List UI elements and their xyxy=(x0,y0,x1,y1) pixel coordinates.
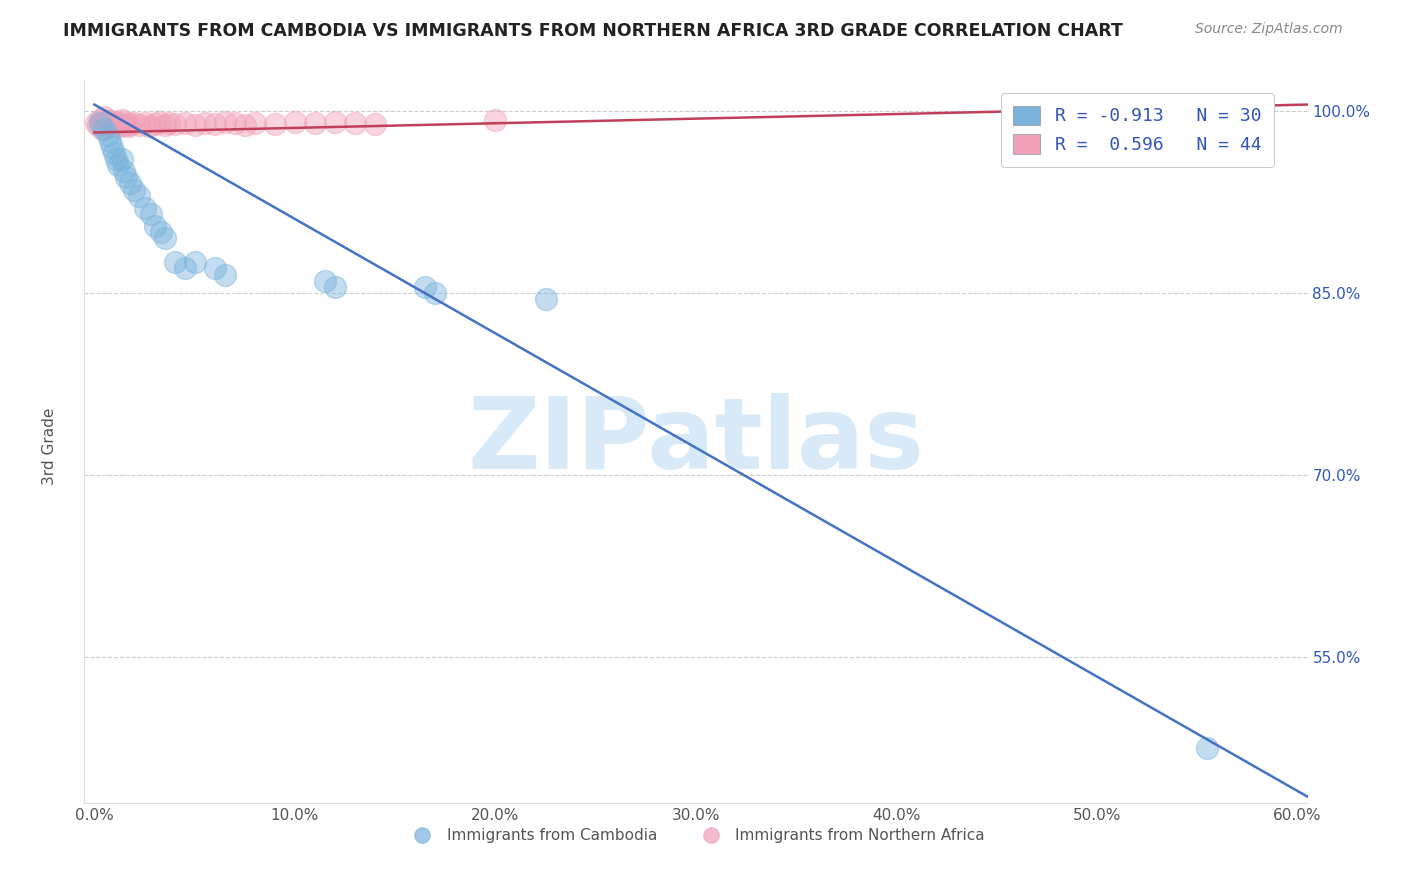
Point xyxy=(323,114,346,128)
Point xyxy=(103,118,125,132)
Point xyxy=(233,118,256,132)
Point xyxy=(304,116,326,130)
Point xyxy=(114,164,136,178)
Point xyxy=(115,116,138,130)
Point xyxy=(173,116,195,130)
Point xyxy=(134,201,156,215)
Point xyxy=(107,116,129,130)
Point xyxy=(163,255,186,269)
Text: IMMIGRANTS FROM CAMBODIA VS IMMIGRANTS FROM NORTHERN AFRICA 3RD GRADE CORRELATIO: IMMIGRANTS FROM CAMBODIA VS IMMIGRANTS F… xyxy=(63,22,1123,40)
Point xyxy=(263,117,285,131)
Point xyxy=(115,170,138,185)
Point xyxy=(128,118,150,132)
Point xyxy=(120,177,142,191)
Point xyxy=(100,134,122,148)
Point xyxy=(153,231,176,245)
Point xyxy=(314,274,336,288)
Point xyxy=(105,152,128,166)
Point xyxy=(111,113,134,128)
Point xyxy=(120,117,142,131)
Point xyxy=(124,116,146,130)
Point xyxy=(111,152,134,166)
Point xyxy=(105,114,128,128)
Point xyxy=(484,113,506,128)
Point xyxy=(114,118,136,132)
Point xyxy=(117,120,139,134)
Point xyxy=(143,219,166,233)
Point xyxy=(134,116,156,130)
Point xyxy=(534,292,557,306)
Point xyxy=(214,114,236,128)
Point xyxy=(103,146,125,161)
Point xyxy=(425,285,447,300)
Point xyxy=(143,117,166,131)
Text: 3rd Grade: 3rd Grade xyxy=(42,408,56,484)
Point xyxy=(1197,741,1219,756)
Point xyxy=(148,114,170,128)
Legend: Immigrants from Cambodia, Immigrants from Northern Africa: Immigrants from Cambodia, Immigrants fro… xyxy=(401,822,991,849)
Point xyxy=(173,261,195,276)
Point xyxy=(101,140,124,154)
Point xyxy=(224,116,246,130)
Point xyxy=(364,117,387,131)
Text: Source: ZipAtlas.com: Source: ZipAtlas.com xyxy=(1195,22,1343,37)
Point xyxy=(183,118,205,132)
Point xyxy=(97,113,120,128)
Point xyxy=(93,116,115,130)
Point xyxy=(93,110,115,124)
Point xyxy=(128,188,150,202)
Point xyxy=(124,183,146,197)
Point xyxy=(323,279,346,293)
Point xyxy=(93,121,115,136)
Point xyxy=(107,158,129,172)
Point xyxy=(157,116,180,130)
Point xyxy=(86,116,108,130)
Point xyxy=(204,261,226,276)
Point xyxy=(110,120,132,134)
Point xyxy=(163,117,186,131)
Point xyxy=(149,225,172,239)
Point xyxy=(138,120,160,134)
Point xyxy=(101,116,124,130)
Point xyxy=(96,118,118,132)
Point xyxy=(89,116,111,130)
Point xyxy=(413,279,436,293)
Point xyxy=(89,113,111,128)
Point xyxy=(1046,112,1069,127)
Text: ZIPatlas: ZIPatlas xyxy=(468,393,924,490)
Point xyxy=(153,118,176,132)
Point xyxy=(284,114,307,128)
Point xyxy=(204,117,226,131)
Point xyxy=(97,128,120,142)
Point xyxy=(183,255,205,269)
Point xyxy=(87,118,110,132)
Point xyxy=(214,268,236,282)
Point xyxy=(100,120,122,134)
Point xyxy=(91,121,114,136)
Point xyxy=(344,116,367,130)
Point xyxy=(139,207,162,221)
Point xyxy=(194,116,217,130)
Point xyxy=(243,116,266,130)
